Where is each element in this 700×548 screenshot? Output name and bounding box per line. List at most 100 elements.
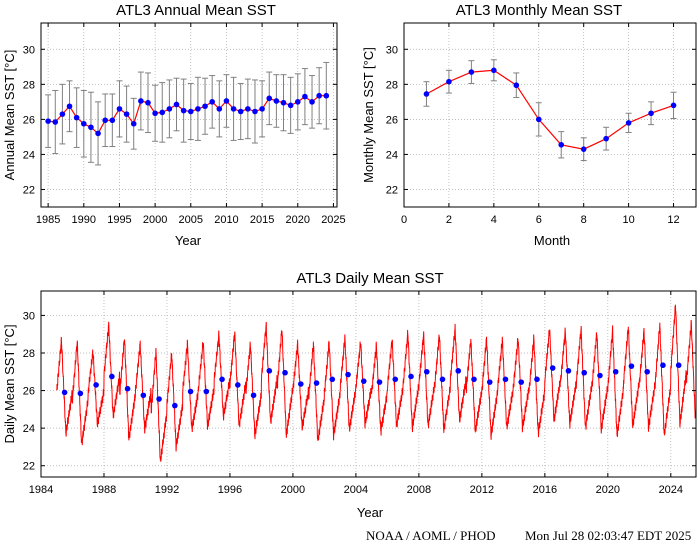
data-point	[237, 108, 244, 115]
data-point	[287, 102, 294, 109]
annual-mean-point	[486, 379, 493, 385]
annual-mean-point	[423, 368, 430, 375]
x-tick-label: 1995	[107, 214, 131, 226]
x-tick-label: 2020	[596, 484, 620, 496]
y-tick-label: 22	[23, 461, 35, 473]
series-line	[48, 95, 327, 135]
data-point	[245, 106, 251, 112]
data-point	[95, 130, 101, 137]
annual-mean-point	[203, 388, 210, 395]
annual-mean-point	[644, 368, 650, 375]
daily-panel-title: ATL3 Daily Mean SST	[296, 270, 443, 287]
annual-mean-point	[140, 392, 147, 399]
daily-plot-frame	[40, 290, 697, 478]
y-tick-label: 24	[23, 149, 35, 161]
data-point	[123, 111, 130, 117]
x-tick-label: 4	[491, 214, 497, 226]
daily-mean-panel: ATL3 Daily Mean SST 1984 1988 1992 1996 2000…	[2, 270, 697, 520]
annual-mean-point	[675, 362, 682, 369]
y-tick-label: 30	[23, 310, 35, 322]
annual-error-bars	[45, 61, 330, 166]
data-point	[468, 69, 475, 75]
daily-x-axis-label: Year	[357, 505, 384, 520]
data-point	[102, 117, 108, 124]
y-tick-label: 26	[23, 114, 35, 126]
y-tick-label: 22	[23, 184, 35, 196]
data-point	[625, 120, 632, 126]
monthly-series-line	[426, 69, 674, 150]
annual-mean-point	[235, 382, 241, 388]
data-point	[73, 114, 80, 121]
data-point	[316, 92, 322, 99]
data-point	[159, 109, 166, 116]
annual-x-axis-label: Year	[175, 233, 202, 248]
annual-mean-point	[408, 373, 414, 380]
annual-plot-frame	[40, 22, 338, 208]
data-point	[603, 135, 609, 142]
daily-series-line	[56, 304, 696, 462]
data-point	[187, 108, 194, 115]
y-tick-label: 30	[23, 44, 35, 56]
daily-y-axis-label: Daily Mean SST [°C]	[2, 324, 17, 443]
monthly-x-axis-label: Month	[534, 233, 570, 248]
data-point	[266, 95, 273, 102]
annual-mean-point	[345, 371, 351, 378]
x-tick-label: 2000	[281, 484, 305, 496]
data-point	[80, 120, 87, 127]
annual-mean-point	[329, 376, 336, 383]
annual-mean-point	[77, 390, 84, 397]
x-tick-label: 12	[667, 214, 679, 226]
data-point	[52, 119, 59, 125]
y-tick-label: 28	[23, 79, 35, 91]
annual-panel-title: ATL3 Annual Mean SST	[116, 2, 276, 19]
annual-grid	[41, 23, 337, 207]
data-point	[166, 106, 173, 112]
x-tick-label: 1996	[218, 484, 242, 496]
data-point	[648, 110, 654, 117]
y-tick-label: 26	[23, 386, 35, 398]
x-tick-label: 2	[446, 214, 452, 226]
monthly-panel-title: ATL3 Monthly Mean SST	[456, 2, 622, 19]
y-tick-label: 28	[386, 79, 398, 91]
data-point	[423, 91, 430, 97]
daily-annual-points	[61, 362, 682, 409]
annual-mean-point	[455, 368, 462, 374]
annual-mean-point	[360, 378, 367, 384]
annual-mean-point	[612, 368, 619, 375]
annual-mean-point	[471, 376, 477, 383]
y-tick-label: 24	[23, 423, 35, 435]
annual-mean-point	[565, 368, 572, 374]
y-tick-label: 26	[386, 114, 398, 126]
data-point	[66, 103, 73, 110]
annual-mean-point	[518, 379, 525, 385]
data-point	[195, 106, 201, 112]
monthly-error-bars	[423, 59, 677, 162]
data-point	[59, 111, 66, 117]
annual-mean-point	[628, 363, 635, 369]
data-point	[558, 141, 565, 148]
data-point	[130, 120, 137, 127]
data-point	[173, 101, 180, 108]
annual-mean-point	[187, 388, 194, 395]
data-point	[252, 108, 258, 115]
data-point	[209, 99, 215, 105]
y-tick-label: 30	[386, 44, 398, 56]
monthly-series-points	[423, 67, 677, 152]
data-point	[294, 99, 301, 105]
annual-mean-point	[172, 402, 178, 409]
data-point	[273, 98, 280, 104]
x-tick-label: 2010	[214, 214, 238, 226]
data-point	[145, 99, 151, 106]
x-tick-label: 2025	[321, 214, 345, 226]
x-tick-label: 2000	[143, 214, 167, 226]
annual-mean-point	[156, 396, 162, 402]
annual-mean-point	[660, 362, 666, 369]
x-tick-label: 1992	[155, 484, 179, 496]
annual-mean-point	[313, 380, 320, 386]
y-tick-label: 28	[23, 348, 35, 360]
annual-mean-point	[597, 372, 603, 379]
annual-mean-point	[549, 365, 556, 371]
x-tick-label: 1988	[92, 484, 116, 496]
daily-series-line	[56, 304, 696, 462]
